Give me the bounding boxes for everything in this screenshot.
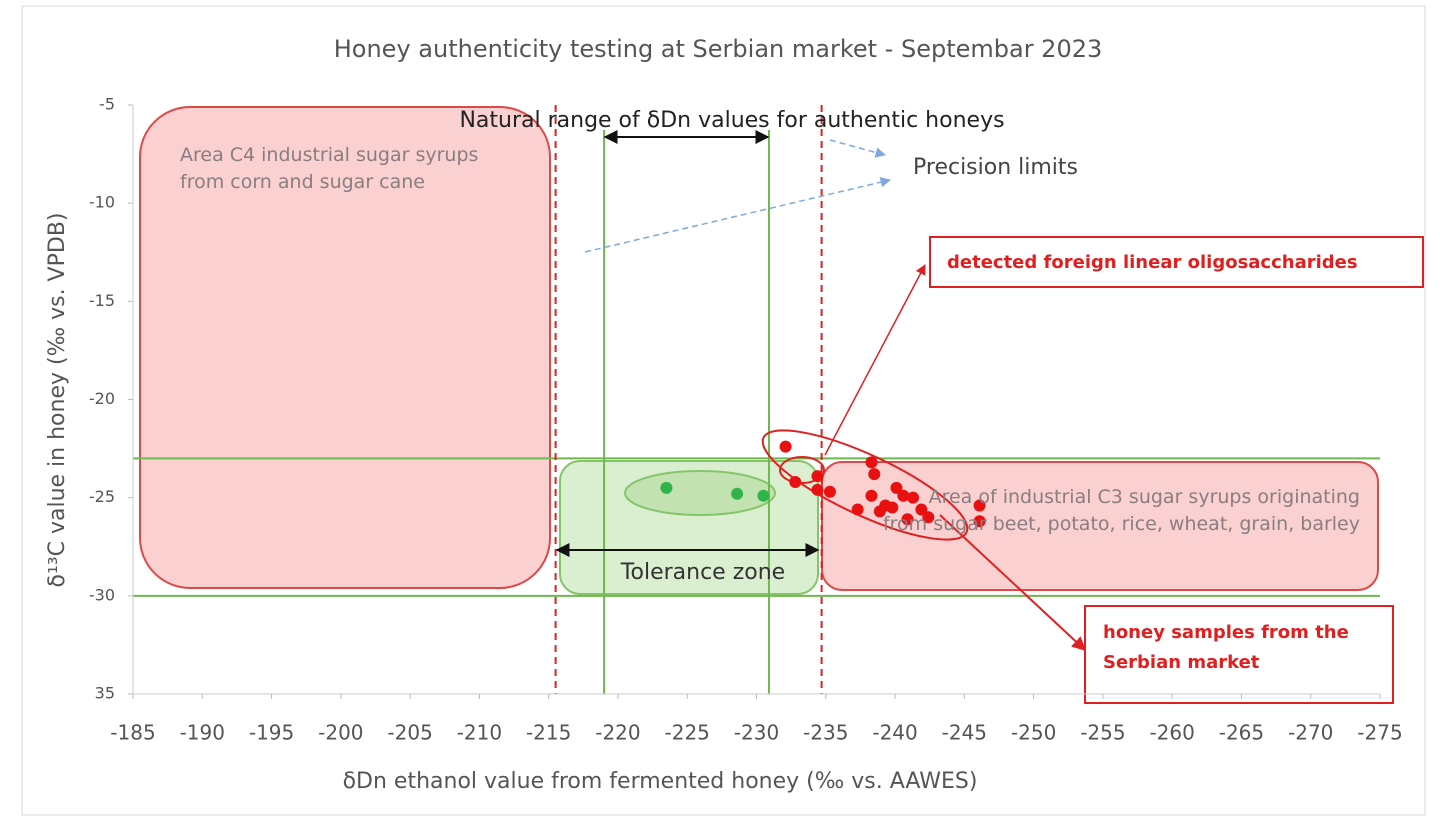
x-tick-label: -255 (1080, 721, 1125, 745)
x-tick-label: -275 (1357, 721, 1402, 745)
limit-arrow (584, 177, 892, 253)
annotation: Area C4 industrial sugar syrups from cor… (180, 144, 479, 193)
x-tick-label: -240 (872, 721, 917, 745)
data-point (901, 513, 914, 526)
data-point (660, 481, 673, 494)
x-tick-label: -185 (110, 721, 155, 745)
annotation: honey samples from the Serbian market (1103, 622, 1349, 673)
x-tick-label: -230 (734, 721, 779, 745)
data-point (757, 489, 770, 502)
annotation-box (1084, 605, 1394, 704)
data-point (868, 468, 881, 481)
data-point (922, 511, 935, 524)
data-point (865, 456, 878, 469)
data-point (973, 499, 986, 512)
x-tick-label: -215 (526, 721, 571, 745)
data-point (811, 470, 824, 483)
annotation: detected foreign linear oligosaccharides (947, 252, 1358, 273)
x-tick-label: -225 (665, 721, 710, 745)
data-point (973, 515, 986, 528)
y-tick-label: -10 (89, 193, 115, 212)
data-point (811, 483, 824, 496)
data-point (779, 440, 792, 453)
x-tick-label: -260 (1149, 721, 1194, 745)
x-tick-label: -205 (387, 721, 432, 745)
data-point (789, 475, 802, 488)
annotation: Precision limits (913, 155, 1078, 180)
x-tick-label: -245 (942, 721, 987, 745)
x-tick-label: -235 (803, 721, 848, 745)
data-point (897, 489, 910, 502)
y-tick-label: 35 (95, 684, 115, 703)
x-tick-label: -250 (1011, 721, 1056, 745)
data-point (865, 489, 878, 502)
y-tick-label: -20 (89, 389, 115, 408)
natural-cluster (624, 470, 776, 516)
chart-title: Honey authenticity testing at Serbian ma… (334, 35, 1103, 63)
oligo-cluster (779, 456, 825, 484)
data-point (890, 481, 903, 494)
x-tick-label: -265 (1219, 721, 1264, 745)
annotation: Tolerance zone (620, 560, 785, 585)
x-tick-label: -210 (457, 721, 502, 745)
y-tick-label: -30 (89, 585, 115, 604)
data-point (915, 503, 928, 516)
pointer-arrow (939, 514, 1087, 651)
y-tick-label: -5 (99, 95, 115, 114)
data-point (886, 501, 899, 514)
x-tick-label: -200 (318, 721, 363, 745)
y-tick-label: -25 (89, 487, 115, 506)
data-point (851, 503, 864, 516)
x-tick-label: -220 (595, 721, 640, 745)
data-point (731, 487, 744, 500)
y-tick-label: -15 (89, 291, 115, 310)
data-point (907, 491, 920, 504)
data-point (823, 485, 836, 498)
x-axis-label: δDn ethanol value from fermented honey (… (343, 769, 978, 794)
annotation-box (929, 236, 1424, 288)
x-tick-label: -270 (1288, 721, 1333, 745)
annotation: Natural range of δDn values for authenti… (459, 108, 1004, 133)
x-tick-label: -195 (249, 721, 294, 745)
x-tick-label: -190 (180, 721, 225, 745)
c4-region (139, 106, 551, 589)
annotation: Area of industrial C3 sugar syrups origi… (882, 486, 1360, 535)
y-axis-label: δ¹³C value in honey (‰ vs. VPDB) (45, 213, 70, 588)
pointer-arrow (824, 264, 926, 456)
